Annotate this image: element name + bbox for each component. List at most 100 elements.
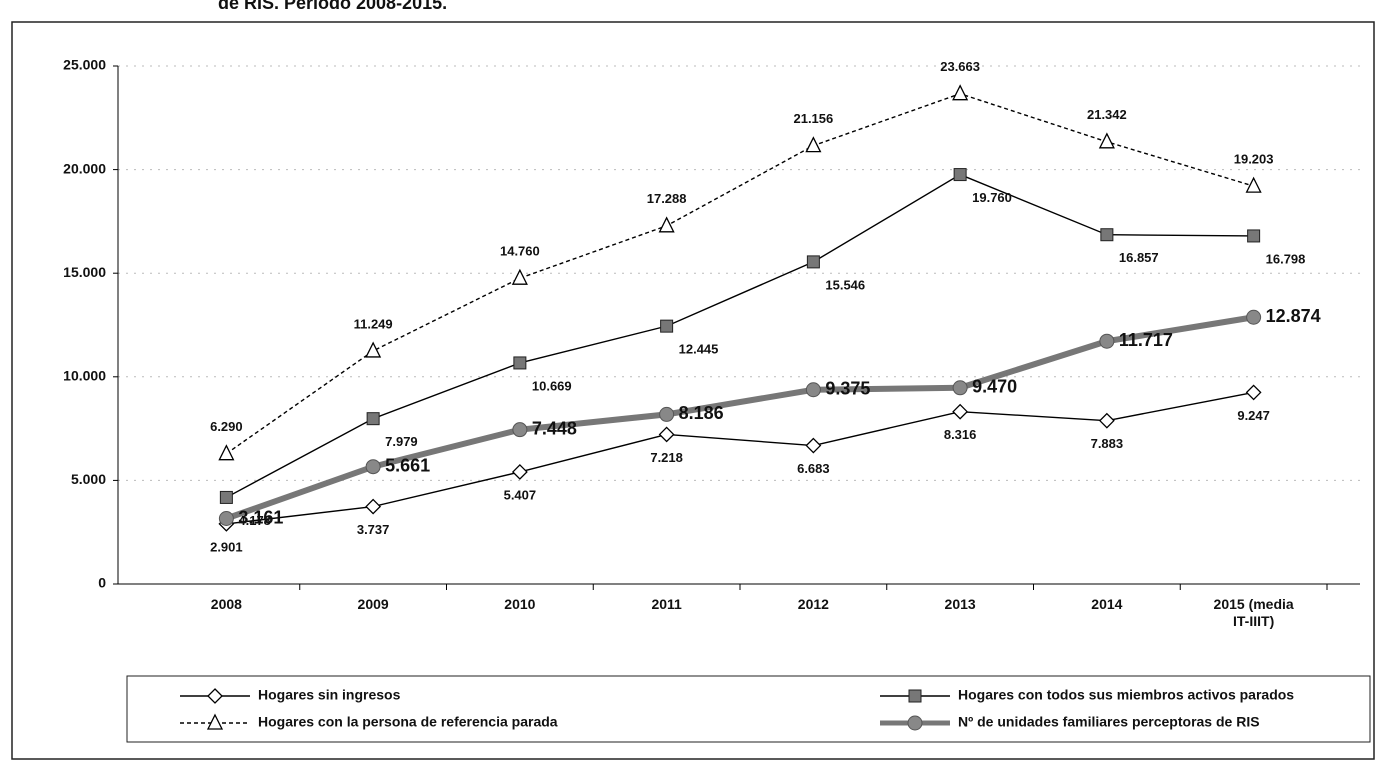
x-tick-label-box: 2009	[357, 596, 389, 612]
x-tick-label: 2014	[1091, 596, 1123, 612]
chart-title: de RIS. Período 2008-2015.	[218, 0, 447, 13]
data-point	[365, 341, 382, 358]
x-tick-label-box: 2014	[1091, 596, 1123, 612]
data-point	[953, 168, 967, 182]
legend-marker	[207, 688, 223, 704]
data-label: 17.288	[647, 191, 687, 206]
legend-label: Hogares con todos sus miembros activos p…	[958, 687, 1294, 703]
data-label: 5.407	[504, 487, 537, 502]
legend-marker	[907, 715, 923, 731]
data-point	[218, 444, 235, 461]
data-label: 14.760	[500, 244, 540, 259]
data-point	[806, 255, 820, 269]
data-label: 9.375	[825, 379, 870, 399]
x-tick-label: 2009	[357, 596, 389, 612]
data-point	[366, 412, 380, 426]
legend-label: Nº de unidades familiares perceptoras de…	[958, 714, 1260, 730]
data-label: 8.316	[944, 427, 977, 442]
data-label: 15.546	[825, 277, 865, 292]
legend-marker	[206, 713, 224, 730]
data-point	[512, 422, 528, 438]
y-tick-label: 10.000	[63, 368, 106, 384]
x-tick-label-box: 2013	[944, 596, 976, 612]
data-point	[805, 382, 821, 398]
data-point	[1099, 333, 1115, 349]
series-line	[225, 92, 1254, 455]
data-point	[513, 356, 527, 370]
x-tick-label-box: 2010	[504, 596, 536, 612]
legend-label: Hogares con la persona de referencia par…	[258, 714, 558, 730]
data-label: 11.717	[1119, 330, 1173, 350]
data-point	[952, 403, 969, 420]
x-tick-label: 2012	[797, 596, 829, 612]
data-label: 7.218	[650, 450, 683, 465]
data-label: 12.445	[679, 342, 719, 357]
data-label: 3.737	[357, 522, 390, 537]
data-label: 7.979	[385, 434, 418, 449]
data-label: 6.683	[797, 461, 830, 476]
x-tick-label-box: 2011	[651, 596, 682, 612]
data-point	[658, 216, 675, 233]
data-label: 6.290	[210, 419, 243, 434]
x-tick-label: 2015 (media IT-IIIT)	[1213, 596, 1294, 629]
data-point	[1098, 412, 1115, 429]
x-tick-label: 2008	[210, 596, 242, 612]
data-point	[805, 437, 822, 454]
series-line	[225, 314, 1255, 522]
data-label: 9.247	[1237, 408, 1270, 423]
data-point	[952, 380, 968, 396]
data-label: 23.663	[940, 59, 980, 74]
data-label: 12.874	[1266, 306, 1321, 326]
data-point	[365, 459, 381, 475]
x-tick-label: 2010	[504, 596, 536, 612]
data-label: 21.156	[793, 111, 833, 126]
data-label: 5.661	[385, 455, 430, 475]
data-point	[1098, 132, 1115, 149]
data-label: 8.186	[679, 403, 724, 423]
legend-frame	[126, 675, 1371, 743]
data-point	[1245, 176, 1262, 193]
data-label: 2.901	[210, 539, 243, 554]
data-label: 21.342	[1087, 107, 1127, 122]
data-point	[511, 268, 528, 285]
y-tick-label: 20.000	[63, 160, 106, 176]
data-label: 7.883	[1091, 436, 1124, 451]
data-point	[658, 426, 675, 443]
data-point	[1100, 228, 1114, 242]
x-tick-label-box: 2008	[210, 596, 242, 612]
series-line	[226, 391, 1254, 525]
data-label: 16.857	[1119, 250, 1159, 265]
chart-frame	[11, 21, 1375, 760]
data-point	[1245, 384, 1262, 401]
x-tick-label: 2011	[651, 596, 682, 612]
data-point	[1246, 309, 1262, 325]
data-label: 16.798	[1266, 251, 1306, 266]
data-point	[218, 511, 234, 527]
y-tick-label: 25.000	[63, 57, 106, 73]
data-point	[1247, 229, 1261, 243]
data-point	[659, 406, 675, 422]
y-tick-label: 15.000	[63, 264, 106, 280]
y-tick-label: 0	[98, 575, 106, 591]
data-label: 3.161	[238, 507, 283, 527]
data-point	[365, 498, 382, 515]
series-line	[226, 173, 1254, 499]
data-point	[952, 84, 969, 101]
legend-marker	[908, 689, 922, 703]
x-tick-label-box: 2015 (media IT-IIIT)	[1213, 596, 1294, 629]
x-tick-label: 2013	[944, 596, 976, 612]
data-label: 9.470	[972, 377, 1017, 397]
data-label: 11.249	[354, 316, 393, 331]
data-point	[219, 490, 233, 504]
data-label: 10.669	[532, 378, 572, 393]
data-label: 7.448	[532, 418, 577, 438]
data-label: 19.760	[972, 190, 1012, 205]
legend-label: Hogares sin ingresos	[258, 687, 401, 703]
data-label: 19.203	[1234, 152, 1274, 167]
data-label: 4.178	[238, 513, 271, 528]
data-point	[805, 136, 822, 153]
data-point	[660, 319, 674, 333]
data-point	[511, 464, 528, 480]
y-tick-label: 5.000	[71, 471, 106, 487]
